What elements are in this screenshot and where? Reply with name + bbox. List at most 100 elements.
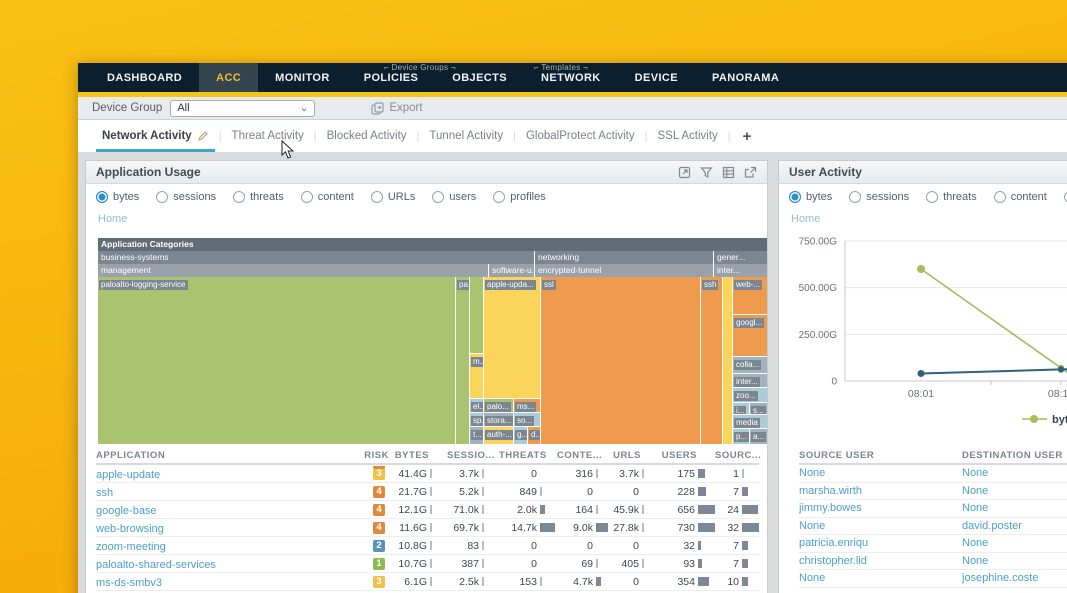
filter-icon[interactable] bbox=[700, 166, 713, 179]
treemap-block-web-[interactable]: web-... bbox=[733, 277, 767, 314]
nav-tab-panorama[interactable]: PANORAMA bbox=[712, 71, 780, 84]
treemap-block-ms[interactable]: ms... bbox=[514, 399, 540, 412]
treemap-block-a[interactable]: a... bbox=[750, 429, 767, 444]
nav-tab-network[interactable]: NETWORK bbox=[541, 71, 601, 84]
table-view-icon[interactable] bbox=[722, 166, 735, 179]
treemap-block-googl[interactable]: googl... bbox=[733, 315, 767, 356]
treemap-block-el[interactable]: el... bbox=[470, 399, 483, 412]
treemap-block-paloalto-logging-service[interactable]: paloalto-logging-service bbox=[98, 277, 455, 444]
treemap-block-software-u[interactable]: software-u... bbox=[489, 264, 534, 277]
user-radio-threats[interactable]: threats bbox=[926, 191, 977, 203]
treemap-block-palo[interactable]: palo... bbox=[484, 399, 513, 412]
nav-tab-device[interactable]: DEVICE bbox=[634, 71, 679, 84]
column-header-source-user[interactable]: SOURCE USER bbox=[799, 449, 875, 461]
activity-tab-blocked-activity[interactable]: Blocked Activity bbox=[326, 130, 407, 142]
treemap-block-i[interactable]: i... bbox=[733, 403, 749, 414]
treemap-block-stora[interactable]: stora... bbox=[484, 413, 513, 426]
user-radio-urls[interactable]: URLs bbox=[1063, 191, 1067, 203]
application-link[interactable]: apple-update bbox=[96, 468, 161, 481]
column-header-urls[interactable]: URLS bbox=[613, 449, 641, 461]
nav-tab-dashboard[interactable]: DASHBOARD bbox=[107, 71, 183, 84]
treemap-block-so[interactable]: so... bbox=[514, 413, 540, 426]
source-user-link[interactable]: christopher.lid bbox=[799, 554, 867, 567]
source-user-link[interactable]: None bbox=[799, 519, 826, 532]
activity-tab-network-activity[interactable]: Network Activity bbox=[96, 120, 215, 152]
treemap-block-inter[interactable]: inter... bbox=[714, 264, 767, 277]
treemap-block-colla[interactable]: colla... bbox=[733, 357, 767, 373]
app-radio-sessions[interactable]: sessions bbox=[156, 191, 216, 203]
nav-tab-acc[interactable]: ACC bbox=[199, 63, 259, 92]
nav-tab-objects[interactable]: OBJECTS bbox=[452, 71, 508, 84]
treemap-block-zoo[interactable]: zoo... bbox=[733, 388, 767, 402]
app-radio-content[interactable]: content bbox=[300, 191, 354, 203]
edit-pencil-icon[interactable] bbox=[197, 130, 209, 142]
maximize-icon[interactable] bbox=[678, 166, 691, 179]
application-link[interactable]: google-base bbox=[96, 504, 157, 517]
treemap-block-management[interactable]: management bbox=[98, 264, 488, 277]
treemap-block-t[interactable]: t... bbox=[470, 427, 483, 444]
treemap-block-s[interactable]: s... bbox=[750, 403, 767, 414]
application-link[interactable]: paloalto-shared-services bbox=[96, 558, 216, 571]
destination-user-link[interactable]: None bbox=[962, 554, 989, 567]
activity-tab-globalprotect-activity[interactable]: GlobalProtect Activity bbox=[525, 130, 635, 142]
activity-tab-tunnel-activity[interactable]: Tunnel Activity bbox=[429, 130, 504, 142]
treemap-block-encrypted-tunnel[interactable]: encrypted-tunnel bbox=[535, 264, 713, 277]
user-radio-bytes[interactable]: bytes bbox=[789, 191, 832, 203]
jump-to-logs-icon[interactable] bbox=[744, 166, 757, 179]
treemap-block-d[interactable]: d... bbox=[528, 427, 540, 444]
treemap-block-inter[interactable]: inter... bbox=[733, 374, 767, 387]
treemap-block-sp[interactable]: sp... bbox=[470, 413, 483, 426]
treemap-block-auth-[interactable]: auth-... bbox=[484, 427, 513, 444]
column-header-sourc[interactable]: SOURC... bbox=[715, 449, 762, 461]
column-header-users[interactable]: USERS bbox=[661, 449, 697, 461]
application-link[interactable]: ssh bbox=[96, 486, 114, 499]
treemap-block-m[interactable]: m... bbox=[470, 354, 483, 398]
column-header-conte[interactable]: CONTE... bbox=[557, 449, 603, 461]
app-radio-users[interactable]: users bbox=[432, 191, 476, 203]
treemap-block-apple-upda[interactable]: apple-upda... bbox=[484, 277, 540, 398]
column-header-sessio[interactable]: SESSIO... bbox=[447, 449, 495, 461]
column-header-threats[interactable]: THREATS bbox=[499, 449, 547, 461]
treemap-block-unlabeled[interactable] bbox=[470, 277, 483, 353]
activity-tab-threat-activity[interactable]: Threat Activity bbox=[231, 130, 304, 142]
treemap-block-unlabeled[interactable] bbox=[723, 277, 732, 444]
export-button[interactable]: Export bbox=[371, 101, 423, 115]
source-user-link[interactable]: marsha.wirth bbox=[799, 484, 862, 497]
breadcrumb-home[interactable]: Home bbox=[791, 213, 821, 225]
activity-tab-ssl-activity[interactable]: SSL Activity bbox=[657, 130, 718, 142]
treemap-block-media[interactable]: media bbox=[733, 415, 767, 428]
treemap-block-ssh[interactable]: ssh bbox=[701, 277, 722, 444]
column-header-risk[interactable]: RISK bbox=[364, 449, 389, 461]
treemap-block-business-systems[interactable]: business-systems bbox=[98, 251, 534, 264]
user-radio-content[interactable]: content bbox=[993, 191, 1047, 203]
device-group-select[interactable]: All ⌄ bbox=[170, 99, 316, 117]
nav-tab-policies[interactable]: POLICIES bbox=[363, 71, 419, 84]
destination-user-link[interactable]: david.poster bbox=[962, 519, 1022, 532]
destination-user-link[interactable]: None bbox=[962, 502, 989, 515]
destination-user-link[interactable]: None bbox=[962, 537, 989, 550]
destination-user-link[interactable]: None bbox=[962, 484, 989, 497]
application-link[interactable]: zoom-meeting bbox=[96, 540, 166, 553]
treemap-block-networking[interactable]: networking bbox=[535, 251, 713, 264]
treemap-block-ApplicationCategories[interactable]: Application Categories bbox=[98, 238, 767, 251]
destination-user-link[interactable]: josephine.coste bbox=[962, 572, 1039, 585]
treemap-block-p[interactable]: p... bbox=[733, 429, 749, 444]
source-user-link[interactable]: None bbox=[799, 467, 826, 480]
source-user-link[interactable]: jimmy.bowes bbox=[799, 502, 862, 515]
treemap-block-ssl[interactable]: ssl bbox=[541, 277, 700, 444]
app-radio-bytes[interactable]: bytes bbox=[96, 191, 139, 203]
source-user-link[interactable]: None bbox=[799, 572, 826, 585]
treemap-block-pa[interactable]: pa... bbox=[456, 277, 469, 444]
nav-tab-monitor[interactable]: MONITOR bbox=[275, 71, 330, 84]
treemap-block-gener[interactable]: gener... bbox=[714, 251, 767, 264]
column-header-bytes[interactable]: BYTES bbox=[394, 449, 429, 461]
breadcrumb-home[interactable]: Home bbox=[98, 213, 128, 225]
app-radio-profiles[interactable]: profiles bbox=[493, 191, 546, 203]
source-user-link[interactable]: patricia.enriqu bbox=[799, 537, 869, 550]
application-link[interactable]: web-browsing bbox=[96, 522, 164, 535]
add-tab-button[interactable]: + bbox=[742, 127, 752, 145]
destination-user-link[interactable]: None bbox=[962, 467, 989, 480]
column-header-application[interactable]: APPLICATION bbox=[96, 449, 166, 461]
treemap-block-g[interactable]: g... bbox=[514, 427, 527, 444]
column-header-destination-user[interactable]: DESTINATION USER bbox=[962, 449, 1063, 461]
